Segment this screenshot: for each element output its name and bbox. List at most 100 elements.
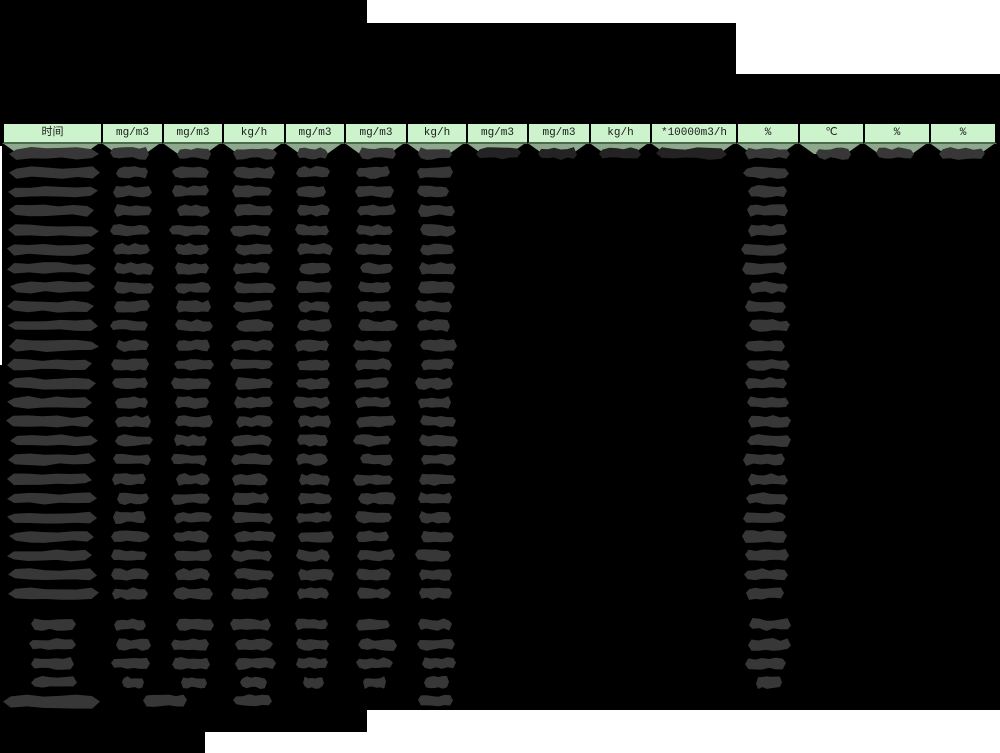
redacted-cell [6,415,94,428]
redacted-cell [113,243,150,255]
white-background-patch [367,710,1000,753]
redacted-cell [297,147,328,160]
redacted-cell [10,281,95,294]
redacted-cell [357,587,391,600]
redacted-cell [174,512,212,524]
redacted-cell [749,319,790,332]
redacted-cell [748,473,788,486]
redacted-cell [538,147,577,160]
redacted-cell [115,434,153,447]
redacted-cell [112,473,146,486]
redacted-cell [422,657,456,670]
redacted-cell [417,185,449,198]
redacted-cell [234,396,273,409]
redacted-cell [742,262,787,275]
redacted-cell [231,434,272,447]
column-header-mg-m3-5: mg/m3 [466,122,527,144]
redacted-cell [417,319,450,332]
redacted-cell [232,473,268,486]
redacted-cell [111,657,150,669]
redacted-cell [360,262,393,275]
redacted-cell [8,377,96,390]
redacted-cell [355,358,392,371]
redacted-cell [7,243,95,256]
redacted-cell [7,262,96,275]
redacted-cell [419,262,456,275]
redacted-cell [232,511,273,524]
redacted-cell [240,676,267,689]
redacted-cell [122,676,144,689]
redacted-cell [232,492,269,505]
redacted-cell [9,147,99,160]
column-header-time: 时间 [2,122,101,144]
redacted-cell [748,224,787,237]
column-header-mg-m3-3: mg/m3 [284,122,344,144]
redacted-cell [295,618,328,631]
redacted-cell [656,147,727,160]
redacted-cell [297,243,333,256]
redacted-cell [9,531,94,543]
redacted-cell [356,657,393,670]
redacted-cell [230,618,271,631]
redacted-cell [296,511,332,524]
redacted-cell [749,618,791,631]
redacted-cell [31,618,76,631]
first-row-highlight [408,144,463,154]
redacted-cell [234,204,273,217]
redacted-cell [171,638,209,651]
redacted-cell [176,618,214,631]
redacted-cell [417,639,455,651]
redacted-cell [297,204,330,217]
redacted-cell [172,166,209,179]
redacted-cell [421,530,454,543]
redacted-cell [756,676,782,689]
redacted-cell [363,676,386,689]
redacted-cell [293,396,330,409]
first-row-highlight [346,144,403,154]
redacted-cell [231,587,269,600]
redacted-cell [172,657,210,670]
first-row-highlight [164,144,219,154]
redacted-cell [175,281,211,294]
redacted-cell [7,300,94,313]
redacted-cell [746,492,788,505]
redacted-cell [746,587,784,600]
redacted-cell [353,434,391,447]
redacted-cell [231,453,273,466]
redacted-cell [234,281,276,294]
redacted-cell [297,319,332,332]
redacted-cell [177,148,211,160]
redacted-cell [743,166,789,179]
redacted-cell [298,492,332,505]
redacted-cell [235,638,273,651]
redacted-cell [233,262,270,275]
redacted-cell [7,358,92,371]
redacted-cell [745,300,786,313]
redacted-cell [357,300,391,313]
redacted-cell [939,147,985,160]
redacted-cell [295,339,329,352]
redacted-cell [745,340,785,352]
column-header-mg-m3-1: mg/m3 [101,122,162,144]
redacted-cell [111,549,147,561]
redacted-cell [295,224,329,236]
redacted-cell [298,300,330,313]
redacted-cell [112,587,148,600]
redacted-cell [114,300,150,313]
redacted-cell [746,359,790,371]
redacted-cell [418,694,453,707]
redacted-cell [417,166,453,179]
redacted-cell [745,147,790,160]
redacted-cell [355,511,392,524]
redacted-cell [299,262,331,275]
redacted-cell [748,638,791,651]
redacted-cell [296,281,332,294]
first-row-highlight [286,144,341,154]
first-row-highlight [800,144,860,154]
redacted-cell [116,166,148,179]
column-header-percent-1: % [736,122,798,144]
redacted-cell [296,377,330,390]
column-header-kg-h-3: kg/h [589,122,650,144]
redacted-cell [235,657,276,670]
redacted-cell [115,396,148,409]
